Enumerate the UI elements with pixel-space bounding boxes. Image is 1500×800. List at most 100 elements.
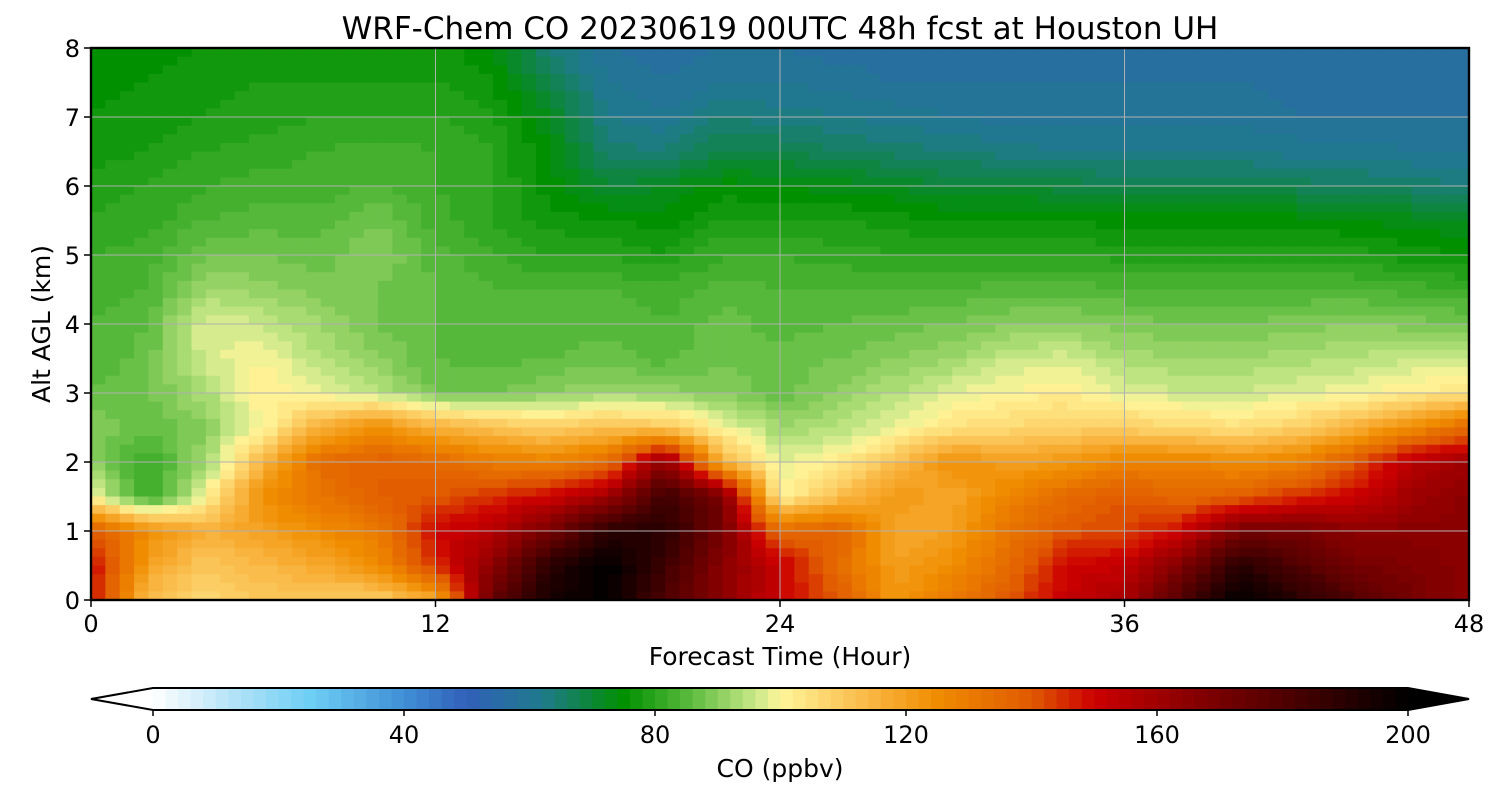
heatmap-cell <box>880 444 896 454</box>
heatmap-cell <box>665 168 681 178</box>
heatmap-cell <box>1081 48 1097 58</box>
heatmap-cell <box>435 384 451 394</box>
heatmap-cell <box>708 298 724 308</box>
heatmap-cell <box>363 367 379 377</box>
heatmap-cell <box>909 142 925 153</box>
heatmap-cell <box>1210 246 1226 256</box>
heatmap-cell <box>449 375 465 385</box>
heatmap-cell <box>492 315 508 325</box>
heatmap-cell <box>1009 341 1025 351</box>
heatmap-cell <box>248 427 264 437</box>
heatmap-cell <box>220 237 236 247</box>
heatmap-cell <box>1095 298 1111 308</box>
heatmap-cell <box>794 487 810 498</box>
heatmap-cell <box>349 410 365 420</box>
heatmap-cell <box>593 384 609 394</box>
heatmap-cell <box>248 73 264 84</box>
heatmap-cell <box>1081 73 1097 84</box>
heatmap-cell <box>492 220 508 230</box>
heatmap-cell <box>1239 358 1255 368</box>
heatmap-cell <box>421 99 437 109</box>
heatmap-cell <box>220 272 236 282</box>
heatmap-cell <box>995 237 1011 247</box>
heatmap-cell <box>1024 298 1039 308</box>
heatmap-cell <box>722 151 738 161</box>
heatmap-cell <box>1454 255 1469 265</box>
heatmap-cell <box>679 341 695 351</box>
heatmap-cell <box>306 186 322 196</box>
heatmap-cell <box>780 427 795 437</box>
heatmap-cell <box>923 151 939 161</box>
heatmap-cell <box>1382 280 1398 291</box>
heatmap-cell <box>693 427 709 437</box>
heatmap-cell <box>1382 315 1398 325</box>
heatmap-cell <box>751 462 767 472</box>
heatmap-cell <box>91 108 106 118</box>
heatmap-cell <box>91 237 106 247</box>
heatmap-cell <box>421 168 437 178</box>
heatmap-cell <box>564 99 580 109</box>
heatmap-cell <box>579 177 594 187</box>
heatmap-cell <box>535 324 551 334</box>
heatmap-cell <box>105 82 121 92</box>
heatmap-cell <box>1268 220 1283 230</box>
heatmap-cell <box>1067 160 1083 170</box>
heatmap-cell <box>780 177 795 187</box>
heatmap-cell <box>335 194 350 204</box>
heatmap-cell <box>234 384 250 394</box>
heatmap-cell <box>593 125 609 135</box>
heatmap-cell <box>406 444 422 454</box>
heatmap-cell <box>1368 65 1384 75</box>
heatmap-cell <box>1167 367 1183 377</box>
heatmap-cell <box>751 48 767 58</box>
heatmap-cell <box>765 272 781 282</box>
heatmap-cell <box>1368 151 1384 161</box>
heatmap-cell <box>320 367 336 377</box>
heatmap-cell <box>995 220 1011 230</box>
heatmap-cell <box>679 427 695 437</box>
heatmap-cell <box>1024 82 1039 92</box>
heatmap-cell <box>535 48 551 58</box>
heatmap-cell <box>478 401 494 411</box>
heatmap-cell <box>1339 410 1355 420</box>
heatmap-cell <box>378 470 394 480</box>
heatmap-cell <box>693 186 709 196</box>
heatmap-cell <box>937 358 953 368</box>
heatmap-cell <box>277 487 293 498</box>
heatmap-cell <box>1038 160 1054 170</box>
heatmap-cell <box>1024 203 1039 213</box>
heatmap-cell <box>736 384 752 394</box>
heatmap-cell <box>1239 280 1255 291</box>
heatmap-cell <box>1425 393 1441 403</box>
heatmap-cell <box>1181 444 1197 454</box>
heatmap-cell <box>478 237 494 247</box>
heatmap-cell <box>464 332 480 342</box>
heatmap-cell <box>277 82 293 92</box>
heatmap-cell <box>349 367 365 377</box>
heatmap-cell <box>1167 134 1183 144</box>
heatmap-cell <box>693 410 709 420</box>
heatmap-cell <box>220 263 236 273</box>
heatmap-cell <box>263 306 279 316</box>
heatmap-cell <box>1124 134 1140 144</box>
heatmap-cell <box>550 341 566 351</box>
heatmap-cell <box>880 211 896 222</box>
heatmap-cell <box>291 186 307 196</box>
heatmap-cell <box>406 168 422 178</box>
heatmap-cell <box>1253 401 1269 411</box>
heatmap-cell <box>1196 177 1212 187</box>
heatmap-cell <box>435 393 451 403</box>
heatmap-cell <box>937 99 953 109</box>
heatmap-cell <box>995 203 1011 213</box>
heatmap-cell <box>952 289 968 299</box>
heatmap-cell <box>1296 82 1312 92</box>
heatmap-cell <box>205 341 221 351</box>
heatmap-cell <box>349 168 365 178</box>
heatmap-cell <box>464 255 480 265</box>
heatmap-cell <box>579 168 594 178</box>
heatmap-cell <box>535 160 551 170</box>
heatmap-cell <box>1311 237 1327 247</box>
heatmap-cell <box>636 117 652 127</box>
heatmap-cell <box>248 237 264 247</box>
heatmap-cell <box>607 298 623 308</box>
